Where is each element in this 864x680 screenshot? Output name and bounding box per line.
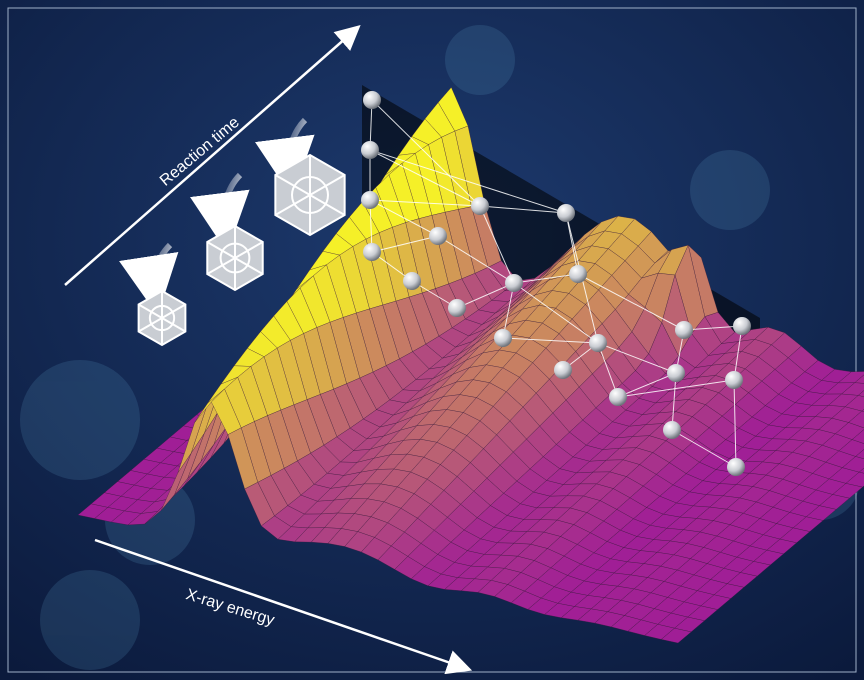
sphere xyxy=(505,274,523,292)
sphere xyxy=(363,243,381,261)
sphere xyxy=(733,317,751,335)
sphere xyxy=(557,204,575,222)
sphere xyxy=(448,299,466,317)
sphere xyxy=(589,334,607,352)
sphere xyxy=(554,361,572,379)
sphere xyxy=(361,141,379,159)
sphere xyxy=(361,191,379,209)
sphere xyxy=(494,329,512,347)
illustration: Reaction time X-ray energy xyxy=(0,0,864,680)
sphere xyxy=(569,265,587,283)
sphere xyxy=(429,227,447,245)
sphere xyxy=(725,371,743,389)
sphere xyxy=(609,388,627,406)
sphere xyxy=(663,421,681,439)
sphere xyxy=(675,321,693,339)
sphere xyxy=(667,364,685,382)
sphere xyxy=(727,458,745,476)
sphere xyxy=(403,272,421,290)
page: Reaction time X-ray energy (() => { cons… xyxy=(0,0,864,680)
sphere xyxy=(363,91,381,109)
sphere xyxy=(471,197,489,215)
